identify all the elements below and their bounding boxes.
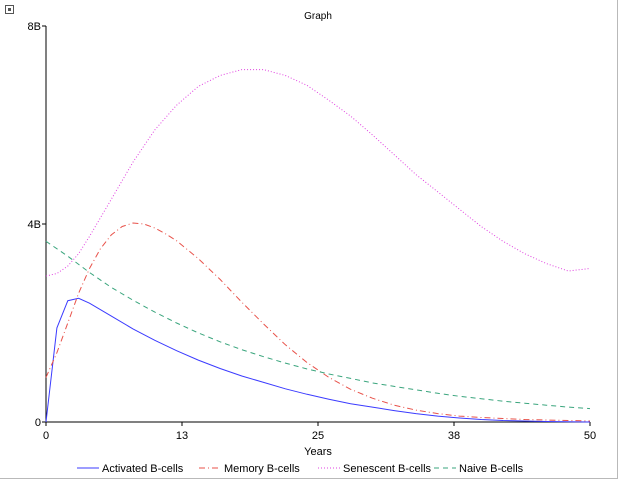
legend: Activated B-cells Memory B-cells Senescent…	[77, 463, 524, 475]
y-tick-label: 8B	[28, 21, 41, 33]
graph-menu-icon[interactable]	[5, 5, 14, 14]
legend-label: Senescent B-cells	[343, 463, 432, 475]
x-tick-label: 38	[448, 430, 460, 442]
x-axis-label: Years	[304, 446, 332, 458]
x-tick-label: 0	[43, 430, 49, 442]
x-tick-label: 25	[312, 430, 324, 442]
x-tick-label: 13	[176, 430, 188, 442]
series-line-activated-b-cells	[45, 297, 591, 423]
axes: 0 13 25 38 50 0 4B 8B	[28, 21, 597, 442]
legend-label: Naive B-cells	[459, 463, 524, 475]
x-tick-label: 50	[584, 430, 596, 442]
series-line-senescent-b-cells	[45, 69, 591, 277]
chart-title: Graph	[304, 11, 332, 22]
series-line-memory-b-cells	[45, 222, 591, 422]
legend-label: Activated B-cells	[102, 463, 184, 475]
y-tick-label: 4B	[28, 219, 41, 231]
plot-area	[45, 69, 591, 423]
series-line-naive-b-cells	[45, 240, 591, 410]
y-tick-label: 0	[35, 417, 41, 429]
legend-label: Memory B-cells	[224, 463, 300, 475]
